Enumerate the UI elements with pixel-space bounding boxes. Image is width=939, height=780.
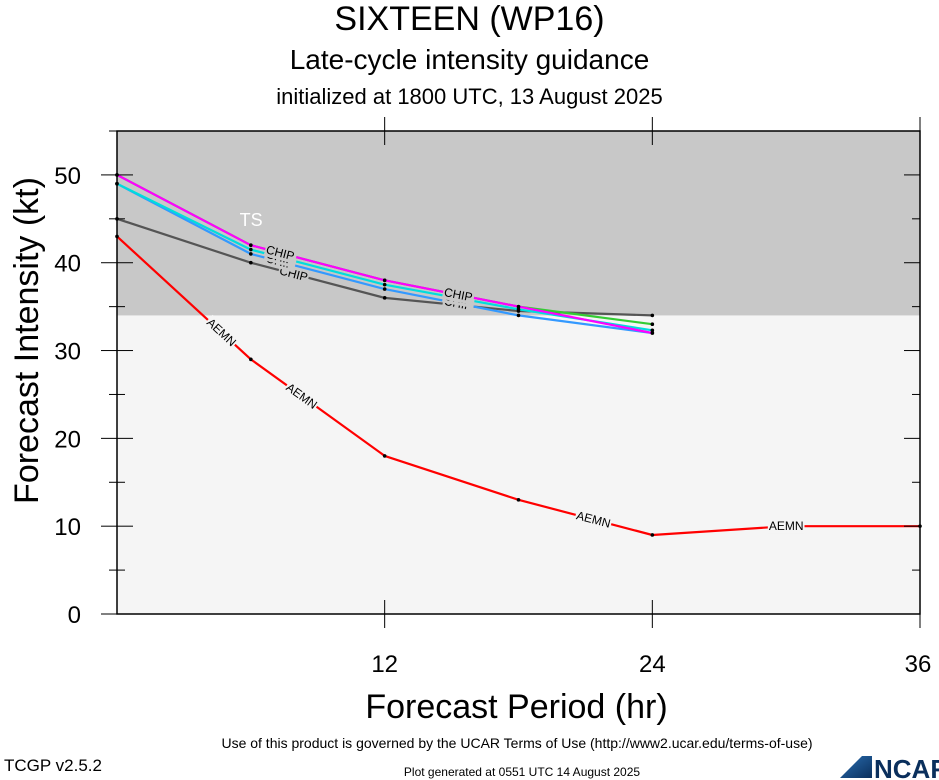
- series-label-aemn: AEMN: [769, 519, 804, 533]
- data-point: [249, 260, 253, 265]
- y-tick-label: 30: [54, 339, 81, 366]
- version-text: TCGP v2.5.2: [4, 756, 102, 775]
- y-tick-label: 50: [54, 163, 81, 190]
- series-label-bg: [263, 242, 297, 264]
- data-point: [249, 243, 253, 247]
- series-label-bg: [203, 314, 240, 350]
- data-point: [650, 322, 655, 327]
- ts-band-label: TS: [240, 210, 263, 230]
- x-tick-label: 36: [905, 651, 932, 678]
- data-point: [516, 307, 521, 312]
- generated-time-text: Plot generated at 0551 UTC 14 August 202…: [403, 765, 641, 779]
- data-point: [650, 533, 655, 537]
- x-tick-label: 12: [371, 651, 398, 678]
- data-point: [650, 313, 655, 318]
- y-tick-label: 20: [54, 426, 81, 453]
- x-axis-label: Forecast Period (hr): [365, 688, 667, 726]
- series-label-bg: [441, 284, 475, 305]
- ncar-logo: NCAR: [840, 754, 939, 780]
- data-point: [382, 287, 387, 291]
- below-ts-region: [117, 315, 920, 614]
- chart-subtitle: Late-cycle intensity guidance: [289, 44, 650, 75]
- intensity-chart: TS AEMNAEMNAEMNAEMNCHIPCHIPCHIPCHIPCHIPC…: [8, 117, 932, 726]
- ts-band: [117, 131, 920, 316]
- data-point: [650, 331, 655, 335]
- y-tick-label: 40: [54, 251, 81, 278]
- data-point: [516, 498, 521, 502]
- y-tick-label: 0: [68, 602, 81, 629]
- data-point: [382, 454, 387, 458]
- data-point: [516, 313, 521, 318]
- series-label-bg: [573, 508, 613, 531]
- data-point: [249, 252, 253, 256]
- data-point: [249, 357, 253, 362]
- x-tick-label: 24: [639, 651, 666, 678]
- ncar-logo-text: NCAR: [874, 754, 939, 780]
- series-label-bg: [767, 519, 805, 534]
- data-point: [382, 296, 387, 300]
- data-point: [382, 282, 387, 287]
- ncar-logo-mark: [840, 756, 872, 778]
- data-point: [650, 328, 655, 333]
- data-point: [249, 247, 253, 252]
- init-time-text: initialized at 1800 UTC, 13 August 2025: [276, 84, 663, 109]
- terms-of-use-text: Use of this product is governed by the U…: [221, 735, 813, 751]
- chart-title: SIXTEEN (WP16): [334, 0, 605, 38]
- data-point: [516, 304, 521, 309]
- data-point: [382, 278, 387, 283]
- y-axis-label: Forecast Intensity (kt): [8, 177, 46, 504]
- series-label-bg: [282, 379, 321, 413]
- plot-frame: [116, 130, 921, 615]
- series-label-chip: CHIP: [443, 285, 474, 304]
- y-tick-label: 10: [54, 514, 81, 541]
